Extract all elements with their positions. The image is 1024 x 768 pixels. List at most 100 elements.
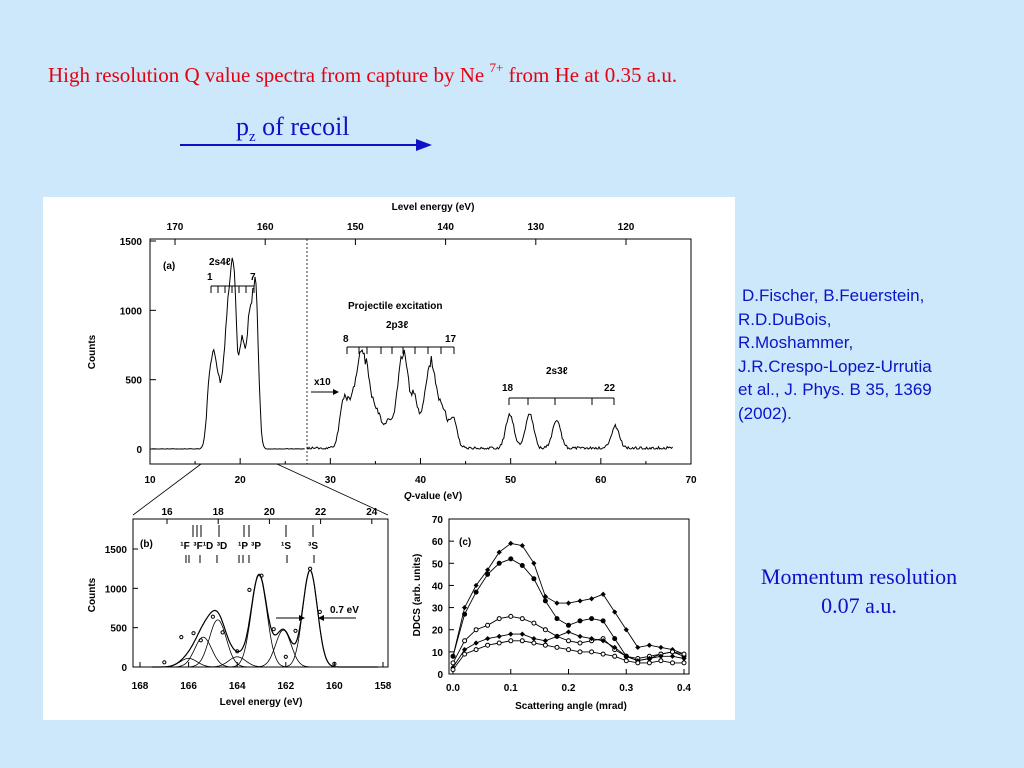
panel-c-series xyxy=(450,540,687,673)
data-point xyxy=(496,640,502,646)
data-point xyxy=(554,616,560,622)
data-point xyxy=(589,596,595,602)
x-tick-label: 0.1 xyxy=(504,683,518,694)
data-point xyxy=(450,653,456,659)
data-point xyxy=(496,560,502,566)
data-point xyxy=(589,616,595,622)
x-tick-label: 30 xyxy=(325,475,337,486)
data-point xyxy=(450,667,456,673)
panel-a-ylabel: Counts xyxy=(87,334,98,369)
data-point xyxy=(519,542,525,549)
panel-c: 70 60 50 40 30 20 10 0 0.0 0.1 0.2 0.3 0.4 DDCS (ar… xyxy=(412,515,691,712)
data-point xyxy=(646,642,652,648)
group-2p3l-end: 17 xyxy=(445,334,457,345)
panel-c-y-ticks: 70 60 50 40 30 20 10 0 xyxy=(432,515,454,681)
top-tick-label: 20 xyxy=(264,507,276,518)
data-point xyxy=(485,635,491,642)
panel-c-xlabel: Scattering angle (mrad) xyxy=(515,701,627,712)
resolution-right-arrowhead-icon xyxy=(318,615,324,621)
x-tick-label: 60 xyxy=(595,475,607,486)
slide-title: High resolution Q value spectra from cap… xyxy=(48,60,678,87)
term-label: ³S xyxy=(308,541,318,552)
citation-line: R.Moshammer, xyxy=(738,333,854,352)
panel-b-label: (b) xyxy=(140,539,153,550)
data-point xyxy=(600,638,606,644)
gaussian-component xyxy=(154,657,222,668)
gaussian-component xyxy=(183,619,251,668)
data-point xyxy=(259,573,264,578)
data-point xyxy=(635,644,641,651)
panel-b-term-labels: ¹F ³F ¹D ³D ¹P ³P ¹S ³S xyxy=(180,541,318,552)
momentum-direction-arrow-icon xyxy=(180,139,432,151)
momentum-resolution-line1: Momentum resolution xyxy=(760,564,958,589)
panel-a-label: (a) xyxy=(163,261,175,272)
y-tick-label: 1500 xyxy=(120,237,143,248)
y-tick-label: 500 xyxy=(110,624,127,635)
data-point xyxy=(220,630,225,635)
data-point xyxy=(623,653,629,659)
data-point xyxy=(519,638,525,644)
data-point xyxy=(669,653,676,659)
data-point xyxy=(235,649,240,654)
group-2s4l-bracket xyxy=(210,285,255,293)
x-tick-label: 168 xyxy=(132,681,149,692)
gaussian-component xyxy=(225,574,292,668)
x-tick-label: 40 xyxy=(415,475,427,486)
data-point xyxy=(658,653,664,659)
data-point xyxy=(623,627,629,633)
data-point xyxy=(554,644,560,650)
data-point xyxy=(496,549,502,555)
data-point xyxy=(577,649,583,655)
data-point xyxy=(577,640,583,646)
data-point xyxy=(531,576,537,582)
data-point xyxy=(473,627,479,633)
data-point xyxy=(554,633,560,639)
top-tick-label: 22 xyxy=(315,507,327,518)
panel-c-label: (c) xyxy=(459,537,471,548)
panel-a-top-axis-title: Level energy (eV) xyxy=(392,202,475,213)
gaussian-component xyxy=(249,629,317,668)
data-point xyxy=(508,631,514,637)
data-point xyxy=(623,658,629,664)
data-point xyxy=(612,609,618,615)
data-point xyxy=(577,618,583,624)
group-2p3l-bracket xyxy=(346,346,455,354)
data-point xyxy=(600,591,606,597)
data-point xyxy=(531,640,537,646)
top-tick-label: 16 xyxy=(161,507,173,518)
data-point xyxy=(283,654,288,659)
x-tick-label: 20 xyxy=(235,475,247,486)
data-point xyxy=(293,628,298,633)
data-point xyxy=(473,582,479,589)
panel-a-xlabel: Q-value (eV) xyxy=(404,491,462,502)
top-tick-label: 18 xyxy=(213,507,225,518)
data-point xyxy=(589,635,595,642)
citation-line: D.Fischer, B.Feuerstein, xyxy=(742,286,925,305)
x-tick-label: 70 xyxy=(685,475,697,486)
data-point xyxy=(658,644,664,651)
citation-line: R.D.DuBois, xyxy=(738,309,832,329)
group-2p3l-label: 2p3ℓ xyxy=(386,320,408,331)
group-2s4l-start: 1 xyxy=(207,272,213,283)
top-tick-label: 170 xyxy=(167,222,184,233)
data-point xyxy=(635,660,641,666)
data-point xyxy=(566,622,571,628)
x-tick-label: 0.3 xyxy=(619,683,633,694)
data-point xyxy=(332,661,337,666)
y-tick-label: 30 xyxy=(432,604,444,615)
data-point xyxy=(646,660,652,666)
y-tick-label: 70 xyxy=(432,515,444,526)
x-tick-label: 160 xyxy=(326,681,343,692)
data-point xyxy=(612,653,618,659)
data-point xyxy=(496,616,502,622)
term-label: ³F xyxy=(193,541,202,552)
top-tick-label: 140 xyxy=(437,222,454,233)
data-point xyxy=(485,567,491,573)
gaussian-component xyxy=(276,569,343,668)
data-point xyxy=(308,566,313,571)
data-point xyxy=(210,614,215,619)
term-label: ¹S xyxy=(281,541,291,552)
zoom-connector-left xyxy=(132,463,202,516)
data-point xyxy=(271,627,276,632)
